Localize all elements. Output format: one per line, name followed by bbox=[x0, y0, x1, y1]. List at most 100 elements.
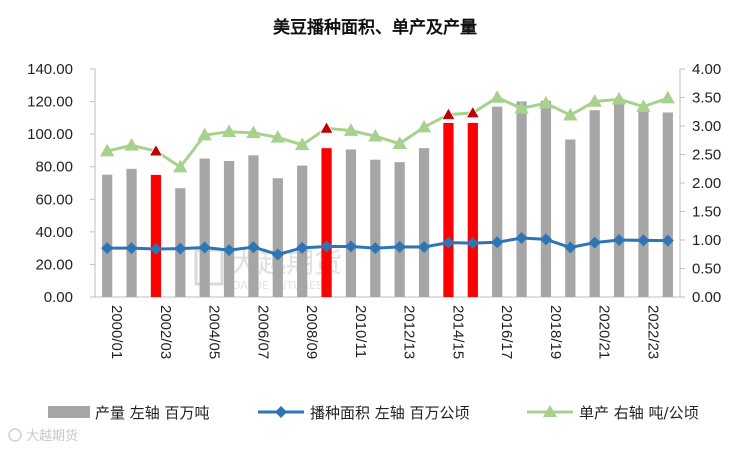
yield-marker bbox=[392, 136, 407, 149]
legend-marker-area bbox=[275, 406, 287, 418]
bar bbox=[272, 178, 283, 297]
y-right-tick-label: 2.50 bbox=[692, 147, 721, 164]
bar bbox=[662, 112, 673, 298]
yield-marker bbox=[173, 159, 188, 173]
yield-marker bbox=[246, 125, 261, 139]
x-tick-label: 2014/15 bbox=[449, 305, 466, 359]
area-marker bbox=[588, 236, 601, 249]
yield-marker bbox=[465, 105, 481, 119]
y-right-tick-label: 2.00 bbox=[692, 175, 721, 192]
x-tick-label: 2020/21 bbox=[596, 305, 613, 359]
yield-marker bbox=[294, 137, 310, 151]
yield-marker bbox=[660, 90, 676, 104]
y-left-tick-label: 60.00 bbox=[35, 191, 73, 208]
yield-marker bbox=[197, 127, 212, 141]
yield-marker bbox=[270, 130, 286, 143]
y-right-tick-label: 1.00 bbox=[692, 232, 721, 249]
x-tick-label: 2018/19 bbox=[547, 305, 564, 359]
legend-swatch-production bbox=[48, 406, 90, 418]
area-marker bbox=[271, 248, 284, 261]
bar bbox=[565, 139, 576, 297]
x-tick-label: 2016/17 bbox=[498, 305, 515, 359]
lines-layer bbox=[99, 90, 676, 261]
area-marker bbox=[539, 233, 552, 246]
y-right-tick-label: 3.50 bbox=[692, 90, 721, 107]
yield-marker bbox=[441, 107, 456, 120]
area-marker bbox=[491, 236, 504, 249]
y-left-tick-label: 0.00 bbox=[44, 289, 73, 306]
area-marker bbox=[198, 241, 211, 254]
y-left-tick-label: 40.00 bbox=[35, 224, 73, 241]
yield-marker bbox=[489, 90, 505, 103]
yield-marker bbox=[538, 95, 554, 109]
area-marker bbox=[637, 234, 650, 247]
yield-marker bbox=[221, 124, 237, 137]
y-right-tick-label: 3.00 bbox=[692, 118, 721, 135]
corner-logo-icon bbox=[8, 428, 22, 442]
area-marker bbox=[418, 241, 431, 254]
axes: 0.00 20.00 40.00 60.00 80.00 100.00 120.00 140.… bbox=[27, 61, 721, 306]
area-marker bbox=[101, 242, 114, 255]
bar bbox=[175, 188, 186, 297]
bar bbox=[102, 174, 113, 297]
y-right-tick-label: 0.50 bbox=[692, 261, 721, 278]
area-marker bbox=[369, 242, 382, 255]
yield-marker bbox=[148, 143, 164, 157]
yield-line bbox=[106, 95, 669, 170]
yield-marker bbox=[636, 99, 651, 112]
legend-label-production: 产量 左轴 百万吨 bbox=[95, 404, 210, 422]
y-left-tick-label: 80.00 bbox=[35, 159, 73, 176]
yield-marker bbox=[563, 107, 578, 121]
bar bbox=[370, 159, 381, 297]
corner-watermark-text: 大越期货 bbox=[26, 428, 78, 444]
legend: 产量 左轴 百万吨 播种面积 左轴 百万公顷 单产 右轴 吨/公顷 bbox=[48, 404, 699, 422]
x-tick-label: 2022/23 bbox=[644, 305, 661, 359]
area-marker bbox=[466, 237, 479, 250]
corner-watermark: 大越期货 bbox=[8, 428, 78, 444]
bar bbox=[297, 165, 308, 297]
legend-label-area: 播种面积 左轴 百万公顷 bbox=[310, 404, 470, 422]
area-marker bbox=[613, 234, 626, 246]
x-tick-label: 2000/01 bbox=[108, 305, 125, 359]
y-left-tick-label: 20.00 bbox=[35, 256, 73, 273]
x-tick-label: 2012/13 bbox=[401, 305, 418, 359]
x-tick-label: 2008/09 bbox=[303, 305, 320, 359]
yield-marker bbox=[611, 91, 627, 105]
area-marker bbox=[344, 240, 357, 253]
area-line bbox=[107, 236, 668, 257]
area-marker bbox=[564, 241, 577, 254]
bar bbox=[418, 148, 430, 297]
area-marker bbox=[296, 241, 309, 254]
yield-marker bbox=[368, 128, 383, 142]
bar bbox=[126, 168, 137, 297]
legend-label-yield: 单产 右轴 吨/公顷 bbox=[579, 404, 699, 422]
bar bbox=[394, 162, 405, 297]
bar bbox=[613, 99, 625, 297]
chart-title: 美豆播种面积、单产及产量 bbox=[273, 17, 477, 38]
bar bbox=[223, 161, 235, 297]
bar-highlight bbox=[150, 174, 162, 297]
bar bbox=[540, 100, 552, 297]
y-right-tick-label: 4.00 bbox=[692, 61, 721, 78]
legend-marker-yield bbox=[543, 405, 557, 417]
bar-highlight bbox=[443, 122, 454, 297]
y-left-tick-label: 100.00 bbox=[27, 126, 73, 143]
x-tick-labels: 2000/01 2002/03 2004/05 2006/07 2008/09 2010/… bbox=[108, 305, 661, 359]
bar-highlight bbox=[321, 148, 332, 297]
x-tick-label: 2002/03 bbox=[157, 305, 174, 359]
area-marker bbox=[320, 240, 333, 253]
area-marker bbox=[247, 241, 260, 254]
area-marker bbox=[661, 234, 674, 247]
area-marker bbox=[174, 242, 187, 255]
bar bbox=[248, 155, 259, 297]
x-tick-label: 2004/05 bbox=[206, 305, 223, 359]
area-marker bbox=[223, 244, 236, 257]
area-marker bbox=[125, 242, 138, 255]
area-marker bbox=[149, 242, 162, 255]
bar bbox=[199, 158, 210, 297]
area-marker bbox=[393, 240, 406, 253]
bar bbox=[589, 110, 600, 298]
yield-marker bbox=[514, 101, 529, 114]
